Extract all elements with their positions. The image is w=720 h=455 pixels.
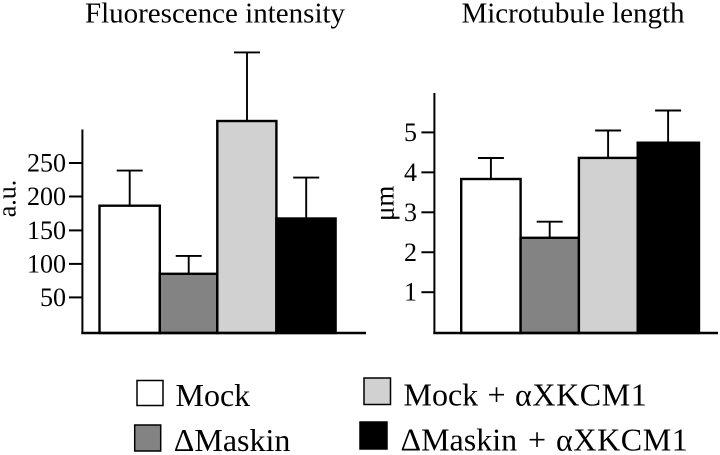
svg-text:Microtubule length: Microtubule length (461, 0, 685, 30)
svg-text:ΔMaskin: ΔMaskin (174, 422, 291, 455)
svg-text:Fluorescence intensity: Fluorescence intensity (85, 0, 346, 30)
svg-text:ΔMaskin: ΔMaskin (401, 422, 518, 455)
svg-text:2: 2 (404, 238, 417, 267)
svg-text:+: + (528, 422, 546, 455)
svg-text:a.u.: a.u. (0, 180, 22, 218)
svg-text:αXKCM1: αXKCM1 (556, 422, 688, 455)
svg-text:μm: μm (370, 186, 400, 221)
svg-text:+: + (488, 377, 506, 413)
svg-text:αXKCM1: αXKCM1 (515, 377, 647, 413)
svg-text:200: 200 (27, 182, 66, 211)
svg-text:100: 100 (27, 249, 66, 278)
svg-text:150: 150 (27, 216, 66, 245)
svg-text:1: 1 (404, 278, 417, 307)
svg-text:250: 250 (27, 149, 66, 178)
svg-text:Mock: Mock (176, 377, 251, 413)
svg-text:50: 50 (40, 283, 66, 312)
svg-text:5: 5 (404, 118, 417, 147)
svg-text:3: 3 (404, 198, 417, 227)
svg-text:Mock: Mock (404, 377, 479, 413)
svg-text:4: 4 (404, 158, 417, 187)
